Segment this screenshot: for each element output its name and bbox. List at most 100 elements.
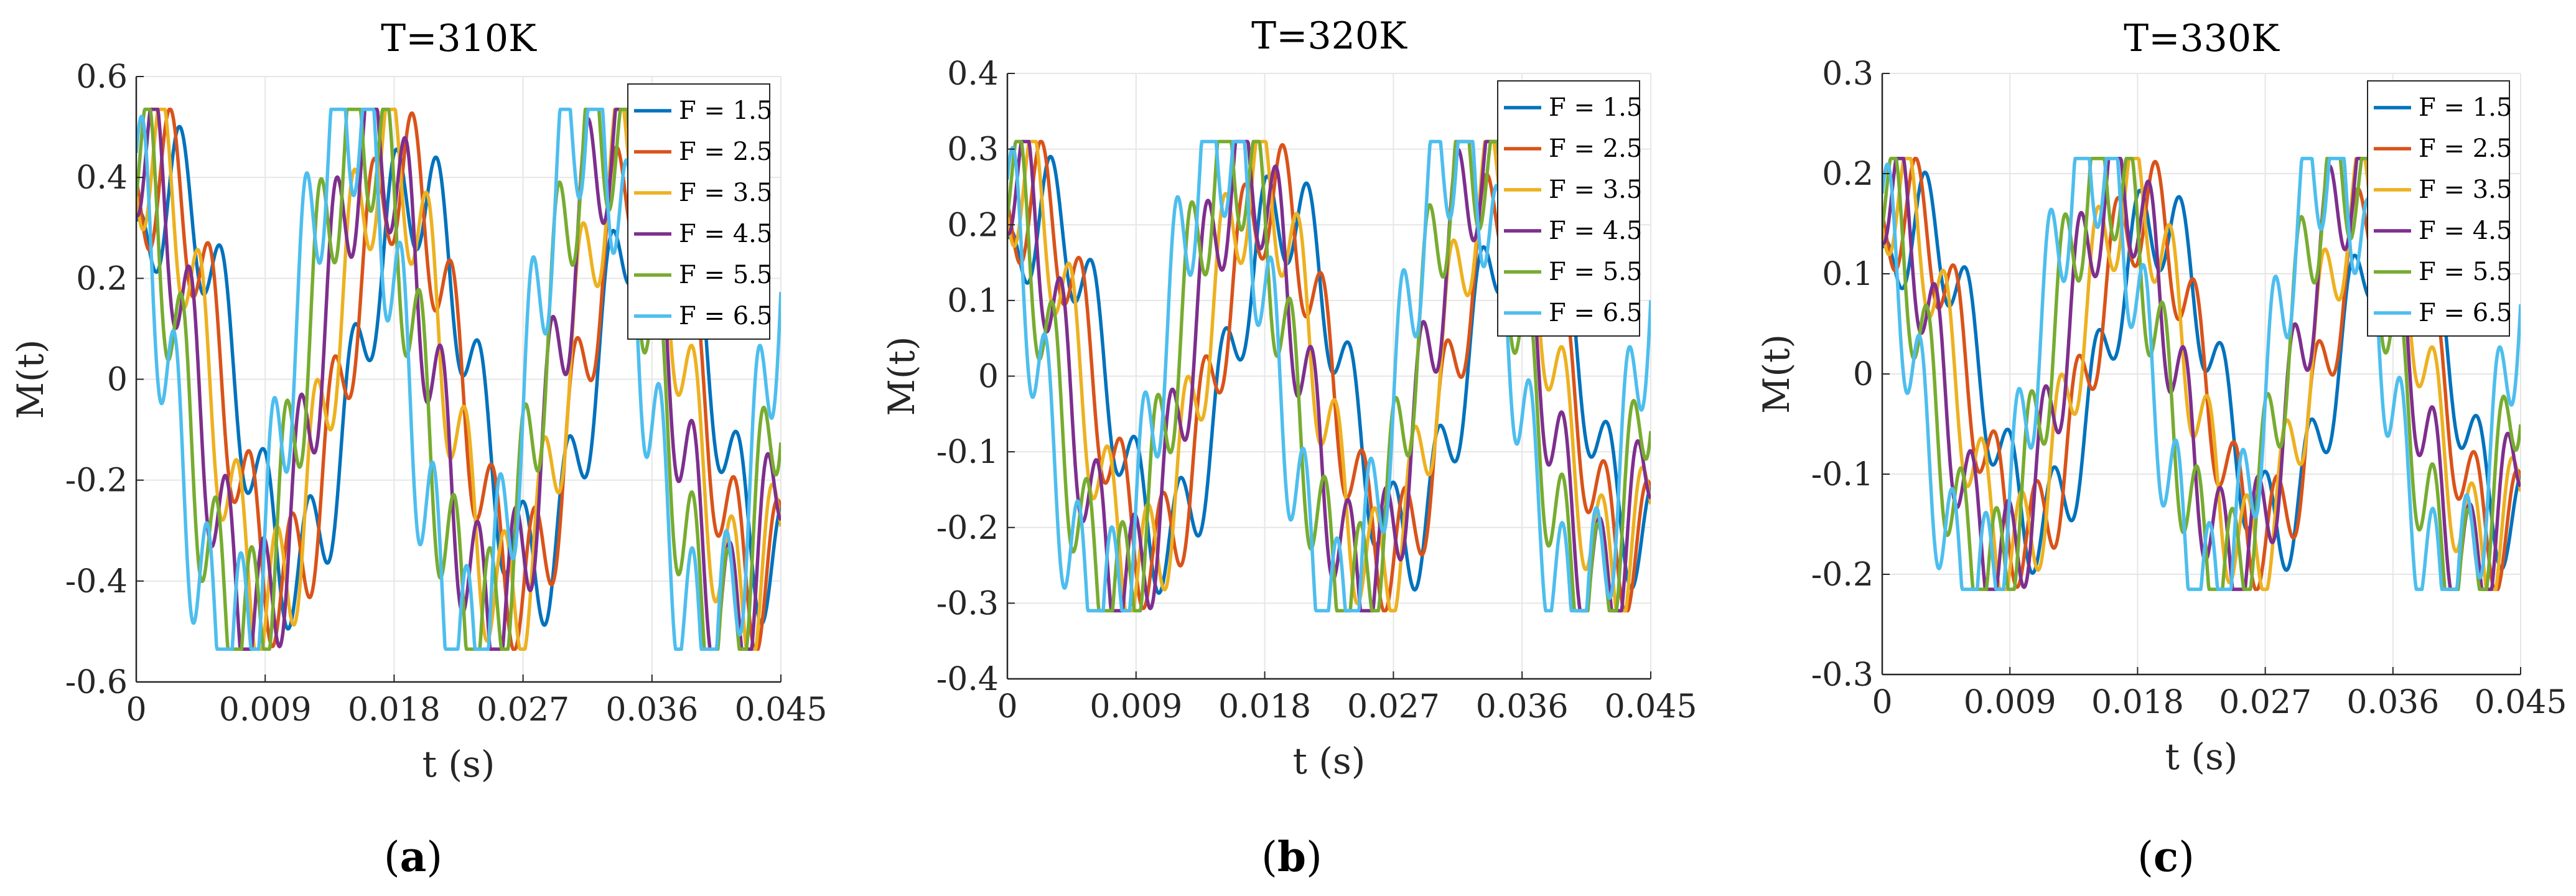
y-axis-title: M(t) [9,340,52,419]
y-tick-label: -0.2 [65,462,128,500]
panel-label-letter: c [2154,833,2178,881]
y-tick-label: 0.2 [76,260,128,297]
legend-label: F = 2.5 [1549,134,1642,163]
legend-box [627,83,770,340]
y-tick-label: -0.3 [936,585,999,622]
x-axis-title: t (s) [422,743,495,785]
x-tick-label: 0.018 [2091,684,2184,721]
y-tick-label: 0.1 [947,282,999,320]
legend-label: F = 5.5 [679,261,772,289]
chart-title: T=310K [381,17,537,60]
y-tick-label: 0 [1853,356,1874,393]
chart-2: T=320K 0 0.009 0.018 0.027 0.036 0.045 -0.4 -0.3… [880,14,1697,881]
x-tick-label: 0.036 [1476,688,1569,726]
y-tick-label: -0.2 [1811,556,1874,594]
legend-label: F = 5.5 [1549,258,1642,286]
x-tick-label: 0.018 [348,691,441,729]
x-axis-title: t (s) [2165,735,2238,778]
legend-label: F = 2.5 [2419,134,2512,163]
panel-label-open: ( [2137,833,2154,881]
panel-label: (b) [1261,833,1322,881]
legend-label: F = 3.5 [1549,175,1642,204]
y-tick-label: 0.3 [1822,55,1874,93]
series-line-45 [136,107,781,651]
legend-label: F = 3.5 [679,179,772,207]
legend: F = 1.5 F = 2.5 F = 3.5 F = 4.5 F = 5.5 F = 6… [627,83,772,340]
series-line-35 [136,107,781,651]
x-tick-label: 0.009 [1090,688,1182,726]
y-tick-label: 0 [107,362,128,399]
y-tick-label: 0.4 [947,55,999,93]
series-line-65 [1882,157,2521,591]
legend-label: F = 4.5 [1549,217,1642,245]
x-tick-label: 0.018 [1218,688,1311,726]
legend-label: F = 5.5 [2419,258,2512,286]
y-tick-label: -0.3 [1811,656,1874,694]
y-tick-label: 0 [978,358,999,396]
x-tick-label: 0.009 [1964,684,2056,721]
x-tick-label: 0.027 [2219,684,2312,721]
legend-label: F = 6.5 [679,302,772,330]
y-tick-label: -0.1 [1811,456,1874,493]
legend-label: F = 6.5 [2419,299,2512,327]
y-tick-label: -0.1 [936,434,999,471]
legend-box [1497,80,1640,337]
legend: F = 1.5 F = 2.5 F = 3.5 F = 4.5 F = 5.5 F = 6… [1497,80,1642,337]
x-tick-label: 0.036 [2346,684,2439,721]
panel-label-close: ) [426,833,442,881]
series-line-35 [1882,157,2521,591]
y-tick-label: 0.6 [76,58,128,96]
series-line-45 [1882,157,2521,591]
x-tick-label: 0 [1872,684,1892,721]
legend-label: F = 1.5 [2419,93,2512,122]
panel-label: (a) [384,833,442,881]
legend-label: F = 4.5 [2419,217,2512,245]
panel-label-close: ) [2178,833,2195,881]
y-tick-label: -0.2 [936,510,999,547]
y-axis-title: M(t) [1755,334,1798,414]
legend-label: F = 4.5 [679,220,772,248]
series-line-55 [1882,157,2521,591]
series-line-45 [1007,139,1651,613]
legend-label: F = 2.5 [679,138,772,166]
series-line-65 [1007,139,1651,613]
panel-label-letter: a [400,833,427,881]
series-line-35 [1007,139,1651,613]
legend-label: F = 3.5 [2419,175,2512,204]
legend-label: F = 1.5 [679,96,772,125]
x-tick-label: 0 [997,688,1017,726]
panel-label-open: ( [384,833,400,881]
x-tick-label: 0.027 [1347,688,1440,726]
x-tick-label: 0.027 [477,691,569,729]
x-axis-title: t (s) [1293,740,1366,782]
y-tick-label: -0.4 [65,563,128,600]
y-tick-label: 0.1 [1822,256,1874,293]
y-tick-label: 0.3 [947,131,999,169]
chart-title: T=320K [1251,14,1407,58]
series-line-55 [1007,139,1651,613]
x-tick-label: 0.045 [735,691,828,729]
legend: F = 1.5 F = 2.5 F = 3.5 F = 4.5 F = 5.5 F = 6… [2367,80,2512,337]
x-tick-label: 0.036 [605,691,698,729]
y-tick-label: -0.6 [65,664,128,701]
panel-label-close: ) [1306,833,1322,881]
chart-title: T=330K [2124,17,2280,60]
series-line-55 [136,107,781,651]
legend-label: F = 6.5 [1549,299,1642,327]
legend-label: F = 1.5 [1549,93,1642,122]
x-tick-label: 0.009 [219,691,312,729]
y-axis-title: M(t) [880,337,923,416]
y-tick-label: 0.2 [947,207,999,244]
y-tick-label: 0.2 [1822,156,1874,193]
x-tick-label: 0.045 [1605,688,1697,726]
series-line-65 [136,107,781,651]
y-tick-label: 0.4 [76,159,128,197]
chart-1: T=310K 0 0.009 0.018 0.027 0.036 0.045 -0.6 -0.4… [9,17,827,881]
panel-label-letter: b [1277,833,1306,881]
x-tick-label: 0.045 [2475,684,2567,721]
legend-box [2367,80,2510,337]
panel-label: (c) [2137,833,2195,881]
panel-label-open: ( [1261,833,1277,881]
chart-3: T=330K 0 0.009 0.018 0.027 0.036 0.045 -0.3 -0.2… [1755,17,2567,881]
